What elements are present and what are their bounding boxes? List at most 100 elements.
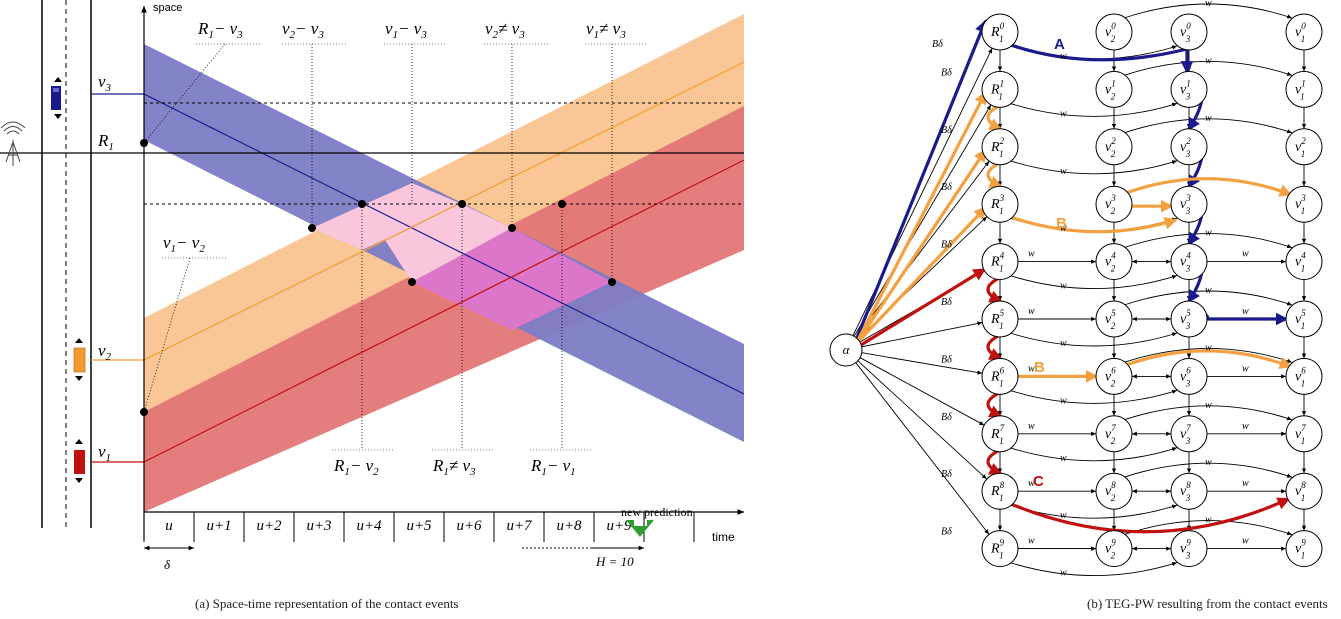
vehicle-v1-icon	[74, 439, 85, 483]
svg-text:v92: v9 2	[1105, 538, 1116, 561]
svg-text:v71: v7 1	[1295, 423, 1306, 446]
graph-edge	[854, 360, 990, 535]
edge-weight-label: w	[1242, 478, 1249, 489]
graph-edge	[1009, 447, 1178, 462]
time-axis-label: time	[712, 530, 735, 544]
svg-text:v73: v7 3	[1180, 423, 1191, 446]
edge-weight-label: w	[1242, 536, 1249, 547]
edge-weight-label: w	[1060, 108, 1067, 119]
graph-edge	[1123, 118, 1293, 134]
graph-edge	[1123, 290, 1293, 306]
node-v2-4: v4 2	[1095, 243, 1133, 281]
contact-v2-neq-v3: v2≠ v3	[485, 19, 525, 41]
node-R1-7: R7 1	[981, 415, 1019, 453]
path-A-source	[854, 19, 988, 342]
node-v3-2: v2 3	[1170, 128, 1208, 166]
edge-weight-label: w	[1028, 249, 1035, 260]
edge-weight-label: w	[1060, 281, 1067, 292]
graph-edge	[1009, 389, 1178, 404]
edge-weight-label: w	[1060, 568, 1067, 579]
space-time-diagram: space time u u+1 u+2 u+3 u+4 u+5 u+6 u+7 u+8 u+9 …	[0, 0, 745, 611]
node-v1-0: v0 1	[1285, 13, 1323, 51]
graph-edge	[1009, 561, 1178, 577]
path-label-B-1: B	[1056, 215, 1067, 232]
label-v3: v3	[98, 72, 112, 94]
edge-labels: Bδ Bδ Bδ Bδ Bδ Bδ Bδ Bδ Bδ Bδ w w w w w w w w w w w w w w w w w w w w…	[932, 0, 1249, 579]
node-v3-8: v8 3	[1170, 472, 1208, 510]
node-v1-6: v6 1	[1285, 357, 1323, 395]
edge-bdelta-label: Bδ	[932, 39, 943, 50]
path-C-wait	[986, 448, 1003, 475]
svg-text:v23: v2 3	[1180, 136, 1191, 159]
node-v1-3: v3 1	[1285, 185, 1323, 223]
tick-label: u+4	[356, 518, 382, 534]
edge-weight-label: w	[1205, 0, 1212, 9]
tick-label: u+7	[506, 518, 533, 534]
node-v3-6: v6 3	[1170, 357, 1208, 395]
edge-weight-label: w	[1060, 453, 1067, 464]
svg-text:v63: v6 3	[1180, 365, 1191, 388]
node-v1-4: v4 1	[1285, 243, 1323, 281]
svg-text:R71: R7 1	[990, 423, 1005, 446]
node-v1-8: v8 1	[1285, 472, 1323, 510]
graph-edge	[1123, 347, 1293, 363]
svg-text:v12: v1 2	[1105, 78, 1116, 101]
overlap-pink	[362, 204, 512, 282]
path-label-C: C	[1033, 473, 1044, 490]
edge-weight-label: w	[1205, 228, 1212, 239]
edge-weight-label: w	[1060, 510, 1067, 521]
node-R1-5: R5 1	[981, 300, 1019, 338]
tick-label: u+3	[306, 518, 331, 534]
edge-weight-label: w	[1028, 306, 1035, 317]
edge-weight-label: w	[1205, 457, 1212, 468]
contact-R1-v3: R1− v3	[197, 19, 243, 41]
edge-bdelta-label: Bδ	[941, 297, 952, 308]
path-B-wait	[986, 103, 1003, 131]
edge-weight-label: w	[1205, 285, 1212, 296]
caption-b: (b) TEG-PW resulting from the contact ev…	[1087, 596, 1328, 611]
node-v2-1: v1 2	[1095, 70, 1133, 108]
graph-edge	[1009, 160, 1178, 175]
edge-bdelta-label: Bδ	[941, 527, 952, 538]
tick-label: u+2	[256, 518, 282, 534]
label-R1: R1	[97, 131, 114, 153]
caption-a: (a) Space-time representation of the con…	[195, 596, 459, 611]
svg-text:v72: v7 2	[1105, 423, 1116, 446]
svg-text:v51: v5 1	[1295, 308, 1306, 331]
svg-text:v32: v3 2	[1105, 193, 1116, 216]
edge-bdelta-label: Bδ	[941, 125, 952, 136]
graph-edge	[856, 359, 988, 480]
teg-pw-graph: α R0 1 v0 2 v0 3 v0 1 R1 1 v1 2 v1 3 v1 1 R2 1 v2 2 v2 3 v2 1 R3 1…	[829, 0, 1328, 611]
svg-text:v21: v2 1	[1295, 136, 1306, 159]
graph-edge	[1123, 3, 1293, 19]
label-v2: v2	[98, 341, 112, 363]
node-v2-2: v2 2	[1095, 128, 1133, 166]
svg-text:v93: v9 3	[1180, 538, 1191, 561]
contact-R1-v2: R1− v2	[333, 456, 379, 478]
edge-weight-label: w	[1242, 306, 1249, 317]
edge-weight-label: w	[1028, 363, 1035, 374]
graph-edge	[859, 321, 983, 348]
tick-label: u+1	[206, 518, 231, 534]
path-B-3	[1126, 177, 1293, 197]
graph-edge	[1009, 102, 1178, 117]
svg-text:R01: R0 1	[990, 21, 1005, 44]
graph-edge	[1123, 462, 1293, 478]
edge-weight-label: w	[1205, 400, 1212, 411]
node-R1-0: R0 1	[981, 13, 1019, 51]
svg-text:v02: v0 2	[1105, 21, 1116, 44]
edge-weight-label: w	[1205, 113, 1212, 124]
edge-weight-label: w	[1028, 536, 1035, 547]
delta-label: δ	[164, 557, 171, 572]
svg-text:v22: v2 2	[1105, 136, 1116, 159]
trajectory-v3	[143, 93, 745, 395]
svg-text:v42: v4 2	[1105, 251, 1116, 274]
graph-nodes: α R0 1 v0 2 v0 3 v0 1 R1 1 v1 2 v1 3 v1 1 R2 1 v2 2 v2 3 v2 1 R3 1…	[829, 13, 1323, 568]
graph-edge	[858, 356, 985, 426]
edge-weight-label: w	[1242, 249, 1249, 260]
label-v1: v1	[98, 442, 111, 464]
svg-text:R61: R6 1	[990, 365, 1005, 388]
graph-edge	[1009, 274, 1178, 290]
node-R1-6: R6 1	[981, 357, 1019, 395]
